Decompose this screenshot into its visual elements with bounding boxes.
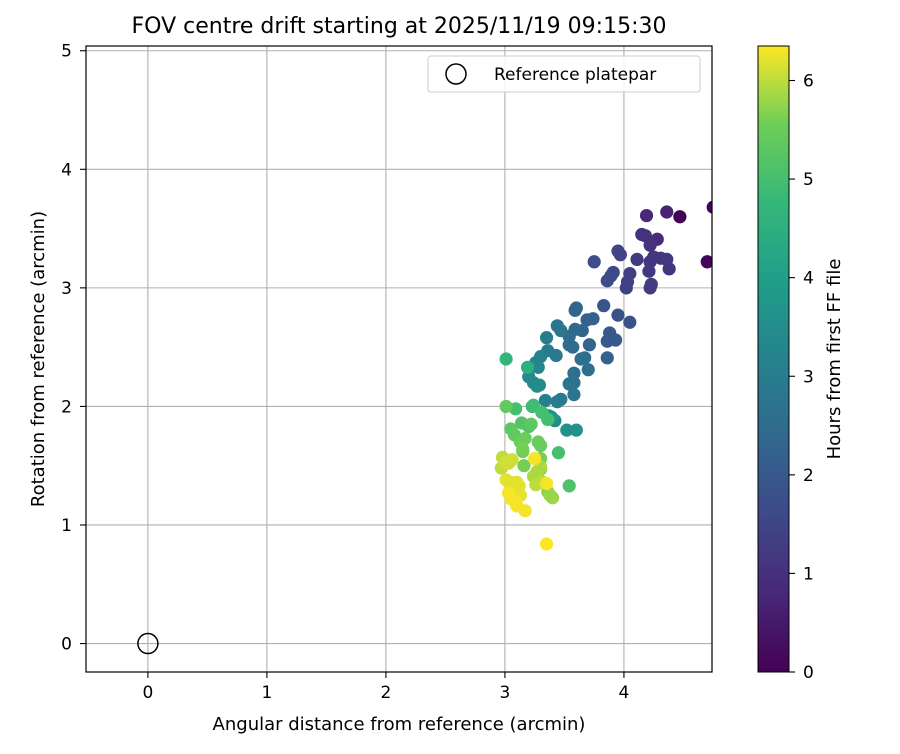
x-tick-label: 3 [500, 683, 511, 703]
y-tick-label: 3 [61, 279, 72, 299]
data-point [539, 476, 554, 491]
data-point [551, 446, 566, 460]
data-point [660, 252, 674, 267]
data-point [499, 399, 513, 414]
data-point [613, 248, 627, 262]
chart-title: FOV centre drift starting at 2025/11/19 … [132, 14, 667, 39]
data-point [643, 238, 657, 252]
reference-point [137, 632, 159, 655]
data-point [567, 387, 581, 402]
data-point [643, 281, 657, 295]
data-point [569, 301, 583, 315]
legend-marker [445, 63, 467, 85]
x-tick-label: 1 [261, 683, 272, 703]
data-point [517, 459, 531, 473]
data-point [623, 267, 637, 281]
reference-layer [137, 632, 159, 655]
data-point [538, 393, 552, 408]
x-tick-label: 0 [142, 683, 153, 703]
x-axis-label: Angular distance from reference (arcmin) [213, 714, 586, 735]
colorbar-tick-label: 0 [803, 663, 814, 683]
data-point [700, 255, 712, 269]
data-point [611, 308, 625, 322]
data-point [539, 537, 554, 551]
legend-label: Reference platepar [494, 65, 656, 85]
colorbar-label: Hours from first FF file [824, 259, 845, 460]
data-point [528, 451, 542, 466]
colorbar-tick-label: 3 [803, 367, 814, 387]
legend: Reference platepar [427, 55, 701, 93]
data-point [642, 264, 656, 278]
y-axis-ticks: 0 1 2 3 4 5 [61, 42, 86, 655]
data-point [623, 315, 637, 329]
data-point [524, 417, 538, 431]
data-point [597, 299, 611, 313]
data-point [567, 366, 581, 380]
colorbar-tick-label: 6 [803, 72, 814, 92]
data-point [501, 456, 516, 470]
y-tick-label: 2 [61, 397, 72, 417]
x-tick-label: 4 [619, 683, 630, 703]
data-point [518, 504, 532, 518]
data-point [581, 363, 595, 377]
data-point [619, 281, 633, 295]
data-point [499, 352, 513, 366]
data-point [582, 338, 597, 352]
colorbar-ticks: 0 1 2 3 4 5 6 [789, 72, 814, 683]
plot-area [86, 46, 712, 672]
x-tick-label: 2 [380, 683, 391, 703]
data-point [562, 377, 576, 391]
data-point [545, 491, 560, 505]
data-point [639, 208, 654, 223]
data-point [560, 423, 574, 437]
data-point [706, 200, 712, 214]
data-point [600, 351, 614, 365]
data-point [660, 205, 674, 219]
colorbar: 0 1 2 3 4 5 6 Hours from first FF file [757, 45, 845, 683]
data-point [501, 486, 516, 500]
data-point [630, 252, 644, 267]
data-point [520, 360, 535, 374]
colorbar-tick-label: 1 [803, 564, 814, 584]
grid-lines [86, 46, 712, 672]
data-points [494, 200, 712, 551]
colorbar-tick-label: 2 [803, 466, 814, 486]
y-tick-label: 5 [61, 42, 72, 62]
data-point [673, 210, 687, 224]
colorbar-tick-label: 5 [803, 170, 814, 190]
data-point [647, 250, 661, 264]
x-axis-ticks: 0 1 2 3 4 [142, 672, 629, 703]
data-point [518, 431, 532, 446]
y-tick-label: 0 [61, 635, 72, 655]
colorbar-tick-label: 4 [803, 269, 814, 289]
data-point [535, 405, 549, 419]
data-point [550, 319, 564, 333]
data-point [609, 333, 623, 347]
data-point [530, 379, 544, 393]
data-point [574, 352, 588, 366]
data-point [580, 313, 594, 327]
data-point [516, 442, 530, 456]
data-point [569, 423, 583, 437]
data-point [600, 274, 614, 288]
data-point [534, 438, 548, 453]
data-point [550, 395, 564, 409]
plot-frame [85, 45, 713, 673]
y-axis-label: Rotation from reference (arcmin) [28, 211, 49, 507]
data-point [562, 479, 576, 493]
colorbar-gradient [757, 45, 790, 673]
data-point [587, 255, 601, 269]
data-point [562, 338, 576, 352]
data-point [539, 331, 554, 345]
y-tick-label: 4 [61, 160, 72, 180]
legend-box [427, 55, 701, 93]
y-tick-label: 1 [61, 516, 72, 536]
